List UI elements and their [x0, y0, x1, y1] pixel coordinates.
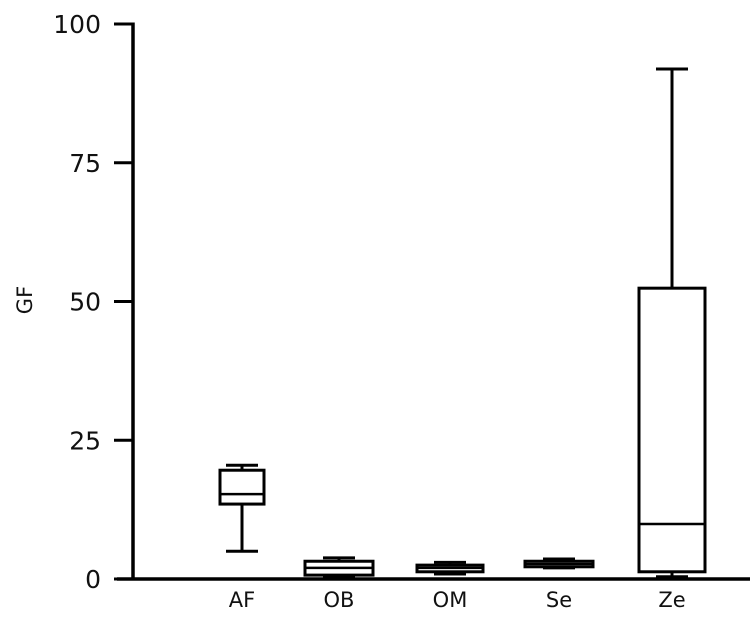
y-tick-label: 75 [69, 149, 101, 178]
x-axis: AF OB OM Se Ze [117, 577, 750, 612]
x-category-label: Ze [658, 588, 685, 612]
box-se [523, 557, 595, 570]
boxes [218, 67, 707, 579]
x-category-label: OM [433, 588, 468, 612]
y-tick-label: 25 [69, 426, 101, 455]
y-axis: 0 25 50 75 100 [53, 10, 135, 594]
iqr-box [637, 286, 707, 574]
box-ob [303, 556, 375, 579]
box-af [218, 463, 266, 553]
y-tick-label: 0 [85, 565, 101, 594]
y-axis-title: GF [13, 286, 37, 314]
x-category-label: OB [324, 588, 355, 612]
y-tick-label: 100 [53, 10, 101, 39]
y-tick-label: 50 [69, 288, 101, 317]
x-category-label: Se [546, 588, 572, 612]
box-om [415, 560, 485, 576]
box-ze [637, 67, 707, 579]
iqr-box [218, 468, 266, 506]
x-category-label: AF [229, 588, 255, 612]
